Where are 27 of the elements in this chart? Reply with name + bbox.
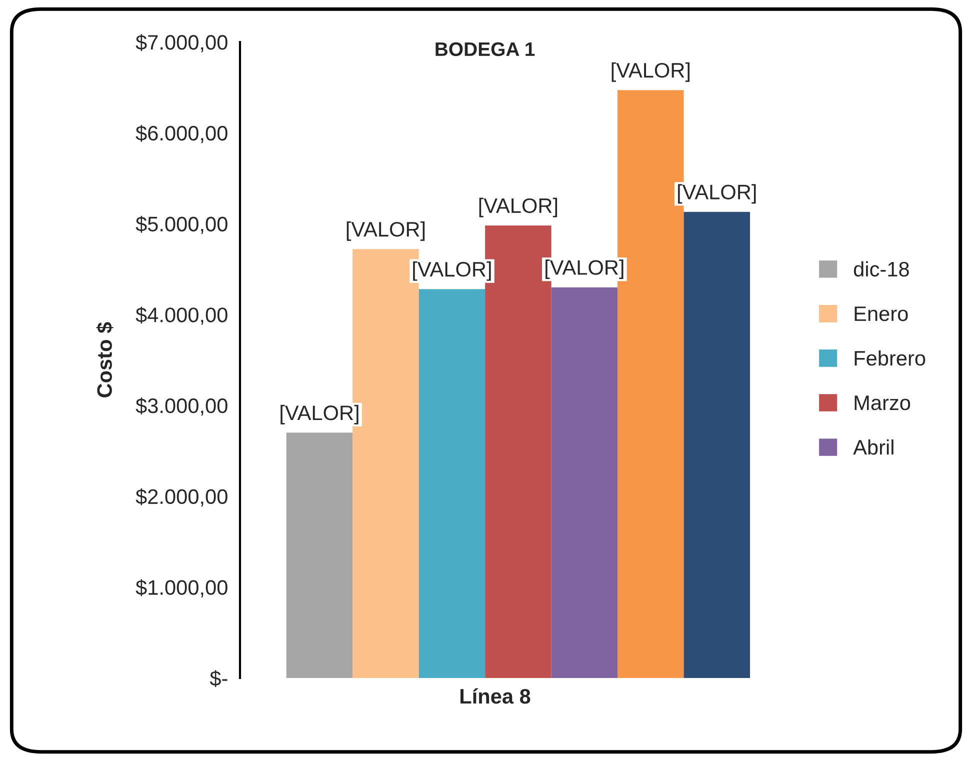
data-label: [VALOR]: [280, 404, 358, 424]
data-label: [VALOR]: [546, 260, 624, 279]
bar: [418, 289, 486, 678]
data-label: [VALOR]: [346, 221, 425, 241]
data-label: [VALOR]: [678, 184, 756, 204]
bar: [551, 287, 618, 678]
y-tick-label: $5.000,00: [136, 216, 228, 234]
bar: [684, 212, 750, 678]
y-tick-label: $1.000,00: [136, 579, 228, 598]
y-axis-title: Costo $: [96, 322, 114, 398]
y-tick-label: $2.000,00: [136, 488, 228, 506]
legend-label: dic-18: [854, 261, 909, 277]
y-tick-label: $6.000,00: [136, 124, 228, 144]
legend-label: Abril: [853, 439, 894, 455]
data-label: [VALOR]: [479, 198, 558, 218]
legend-label: Marzo: [854, 396, 910, 410]
data-label: [VALOR]: [413, 261, 491, 281]
y-tick-label: $4.000,00: [136, 306, 228, 325]
bar: [286, 432, 353, 678]
y-tick-label: $3.000,00: [136, 398, 228, 416]
chart-title: BODEGA 1: [436, 42, 535, 56]
y-tick-label: $7.000,00: [136, 34, 228, 52]
y-tick-label: $-: [210, 670, 228, 687]
legend-label: Febrero: [854, 350, 926, 366]
x-axis-title: Línea 8: [460, 688, 530, 704]
data-label: [VALOR]: [612, 62, 690, 82]
legend-label: Enero: [854, 306, 908, 322]
